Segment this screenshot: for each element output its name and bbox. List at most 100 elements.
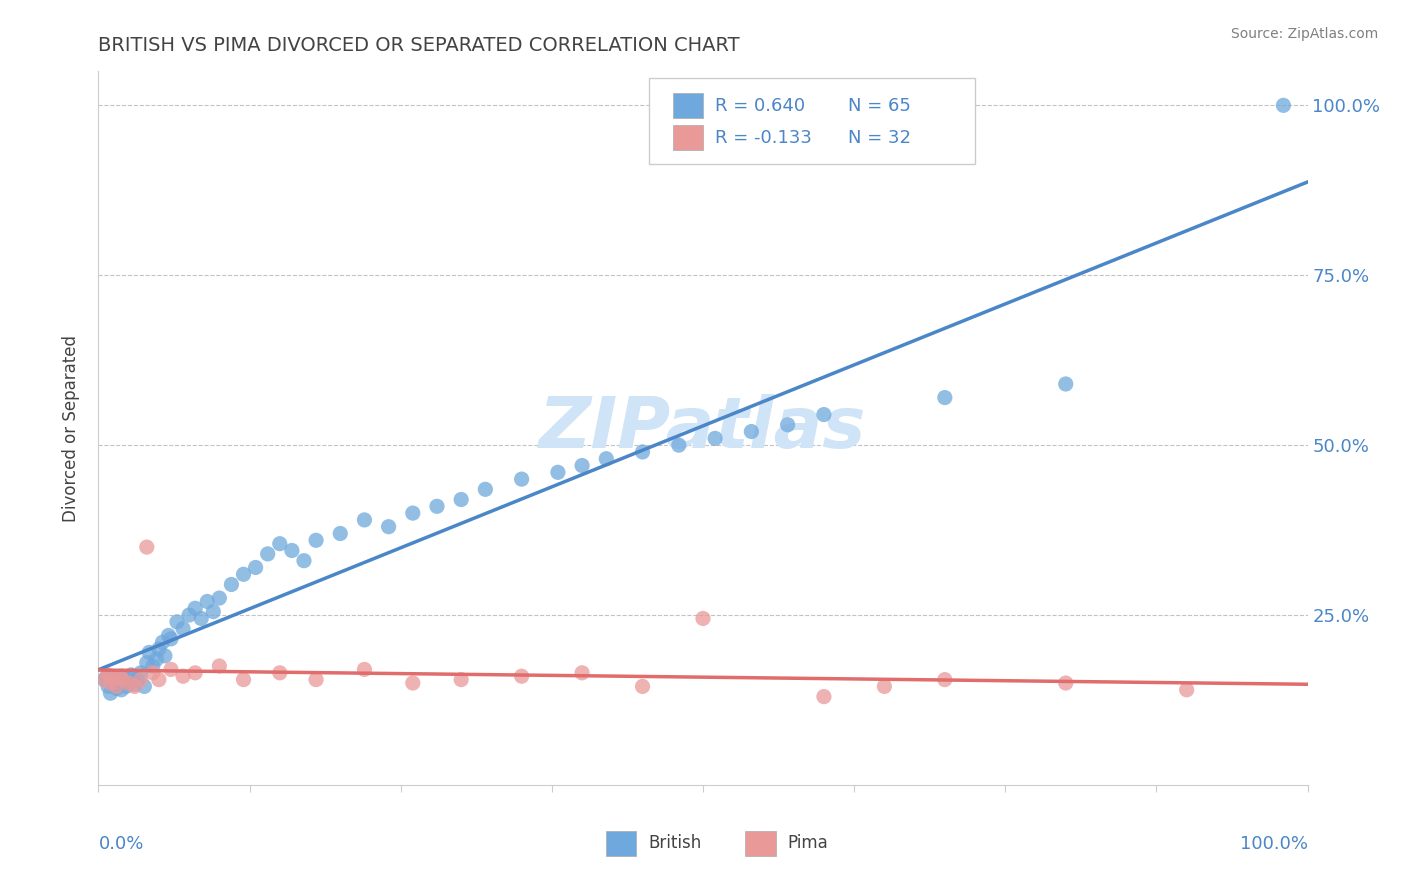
FancyBboxPatch shape <box>648 78 976 164</box>
Point <box>152 635 174 649</box>
Point <box>105 680 128 694</box>
Text: Pima: Pima <box>787 835 828 853</box>
Point <box>153 648 176 663</box>
Point <box>631 445 654 459</box>
Text: N = 65: N = 65 <box>848 96 911 114</box>
Point <box>934 391 956 405</box>
Bar <box>606 831 637 856</box>
Point <box>221 577 243 591</box>
Point <box>118 676 141 690</box>
Point <box>813 408 835 422</box>
Text: 100.0%: 100.0% <box>1240 835 1308 853</box>
Point <box>108 674 131 689</box>
Point <box>114 673 136 687</box>
Point <box>129 673 152 687</box>
Point <box>474 483 496 497</box>
Text: British: British <box>648 835 702 853</box>
Point <box>124 677 146 691</box>
Text: BRITISH VS PIMA DIVORCED OR SEPARATED CORRELATION CHART: BRITISH VS PIMA DIVORCED OR SEPARATED CO… <box>98 36 740 54</box>
Point <box>245 560 267 574</box>
Point <box>232 673 254 687</box>
Point <box>1272 98 1295 112</box>
Point <box>571 665 593 680</box>
Point <box>120 668 142 682</box>
Point <box>190 611 212 625</box>
Point <box>1054 676 1077 690</box>
Point <box>281 543 304 558</box>
Point <box>631 680 654 694</box>
Point <box>134 680 156 694</box>
Point <box>873 680 896 694</box>
Point <box>450 492 472 507</box>
Point <box>160 632 183 646</box>
Point <box>93 673 115 687</box>
Point <box>426 500 449 514</box>
Point <box>101 671 124 685</box>
Point <box>148 642 170 657</box>
Point <box>115 680 138 694</box>
Point <box>124 680 146 694</box>
Point <box>329 526 352 541</box>
Point <box>256 547 278 561</box>
Point <box>93 673 115 687</box>
Point <box>172 669 194 683</box>
Point <box>166 615 188 629</box>
Point <box>292 554 315 568</box>
Point <box>776 417 799 432</box>
Point <box>740 425 762 439</box>
Point <box>595 451 617 466</box>
Point <box>101 676 124 690</box>
Point <box>135 656 157 670</box>
Point <box>118 676 141 690</box>
Point <box>179 608 201 623</box>
Point <box>184 665 207 680</box>
Point <box>353 662 375 676</box>
Point <box>305 533 328 548</box>
Point <box>111 673 134 687</box>
Point <box>934 673 956 687</box>
Point <box>377 519 399 533</box>
Point <box>129 665 152 680</box>
Point <box>160 662 183 676</box>
Point <box>96 669 118 683</box>
Text: N = 32: N = 32 <box>848 128 911 146</box>
Point <box>127 673 149 687</box>
Point <box>305 673 328 687</box>
Point <box>269 665 291 680</box>
Point <box>692 611 714 625</box>
Point <box>668 438 690 452</box>
Point <box>100 676 122 690</box>
Point <box>142 665 165 680</box>
Point <box>232 567 254 582</box>
Point <box>353 513 375 527</box>
Text: ZIPatlas: ZIPatlas <box>540 393 866 463</box>
Point <box>1175 682 1198 697</box>
Text: R = -0.133: R = -0.133 <box>716 128 813 146</box>
Point <box>121 671 143 685</box>
Bar <box>673 125 703 150</box>
Point <box>108 669 131 683</box>
Point <box>157 628 180 642</box>
Point <box>1054 376 1077 391</box>
Point <box>402 506 425 520</box>
Point <box>547 466 569 480</box>
Point <box>135 540 157 554</box>
Point <box>145 652 167 666</box>
Bar <box>673 93 703 118</box>
Point <box>148 673 170 687</box>
Point <box>571 458 593 473</box>
Point <box>813 690 835 704</box>
Point <box>208 659 231 673</box>
Point <box>450 673 472 687</box>
Point <box>510 669 533 683</box>
Point <box>172 622 194 636</box>
Point <box>111 669 134 683</box>
Point <box>107 677 129 691</box>
Text: R = 0.640: R = 0.640 <box>716 96 806 114</box>
Text: Source: ZipAtlas.com: Source: ZipAtlas.com <box>1230 27 1378 41</box>
Point <box>142 659 165 673</box>
Point <box>110 682 132 697</box>
Point <box>704 431 727 445</box>
Point <box>97 668 120 682</box>
Text: 0.0%: 0.0% <box>98 835 143 853</box>
